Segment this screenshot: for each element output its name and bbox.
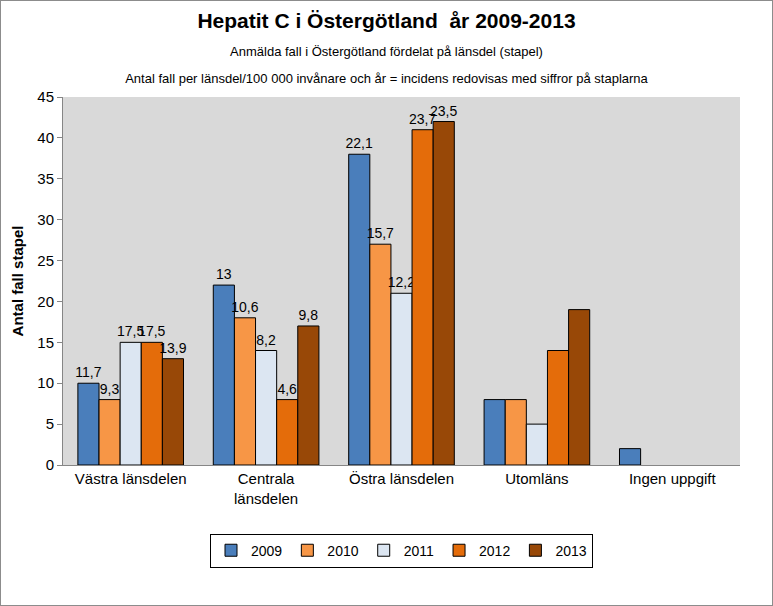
svg-text:22,1: 22,1 xyxy=(346,135,373,151)
svg-text:8,2: 8,2 xyxy=(256,332,276,348)
svg-text:Utomläns: Utomläns xyxy=(505,470,568,487)
svg-text:2009: 2009 xyxy=(251,543,282,559)
svg-text:10: 10 xyxy=(37,374,54,391)
svg-text:13,9: 13,9 xyxy=(159,340,186,356)
svg-text:40: 40 xyxy=(37,129,54,146)
svg-text:Västra länsdelen: Västra länsdelen xyxy=(75,470,187,487)
svg-text:0: 0 xyxy=(46,456,54,473)
svg-text:Centralalänsdelen: Centralalänsdelen xyxy=(234,470,298,507)
svg-text:10,6: 10,6 xyxy=(231,299,258,315)
svg-text:15: 15 xyxy=(37,334,54,351)
svg-text:20: 20 xyxy=(37,293,54,310)
svg-text:23,5: 23,5 xyxy=(430,103,457,119)
svg-text:Ingen uppgift: Ingen uppgift xyxy=(629,470,717,487)
svg-text:15,7: 15,7 xyxy=(367,225,394,241)
svg-text:5: 5 xyxy=(46,415,54,432)
svg-text:17,5: 17,5 xyxy=(138,323,165,339)
svg-text:9,8: 9,8 xyxy=(299,307,319,323)
svg-text:2012: 2012 xyxy=(479,543,510,559)
svg-text:35: 35 xyxy=(37,170,54,187)
svg-text:Hepatit C i Östergötland år 2: Hepatit C i Östergötland år 2009-2013Anm… xyxy=(125,9,648,86)
svg-text:30: 30 xyxy=(37,211,54,228)
svg-text:Östra länsdelen: Östra länsdelen xyxy=(349,470,454,487)
svg-text:11,7: 11,7 xyxy=(75,364,101,380)
svg-text:23,7: 23,7 xyxy=(409,111,436,127)
svg-text:12,2: 12,2 xyxy=(388,274,415,290)
svg-text:2013: 2013 xyxy=(555,543,586,559)
svg-text:17,5: 17,5 xyxy=(117,323,144,339)
svg-text:25: 25 xyxy=(37,252,54,269)
svg-text:9,3: 9,3 xyxy=(100,381,120,397)
svg-text:13: 13 xyxy=(216,266,232,282)
svg-text:2011: 2011 xyxy=(404,543,434,559)
svg-text:Antal fall stapel: Antal fall stapel xyxy=(9,226,26,337)
svg-text:2010: 2010 xyxy=(327,543,358,559)
svg-text:45: 45 xyxy=(37,88,54,105)
svg-text:4,6: 4,6 xyxy=(277,381,297,397)
